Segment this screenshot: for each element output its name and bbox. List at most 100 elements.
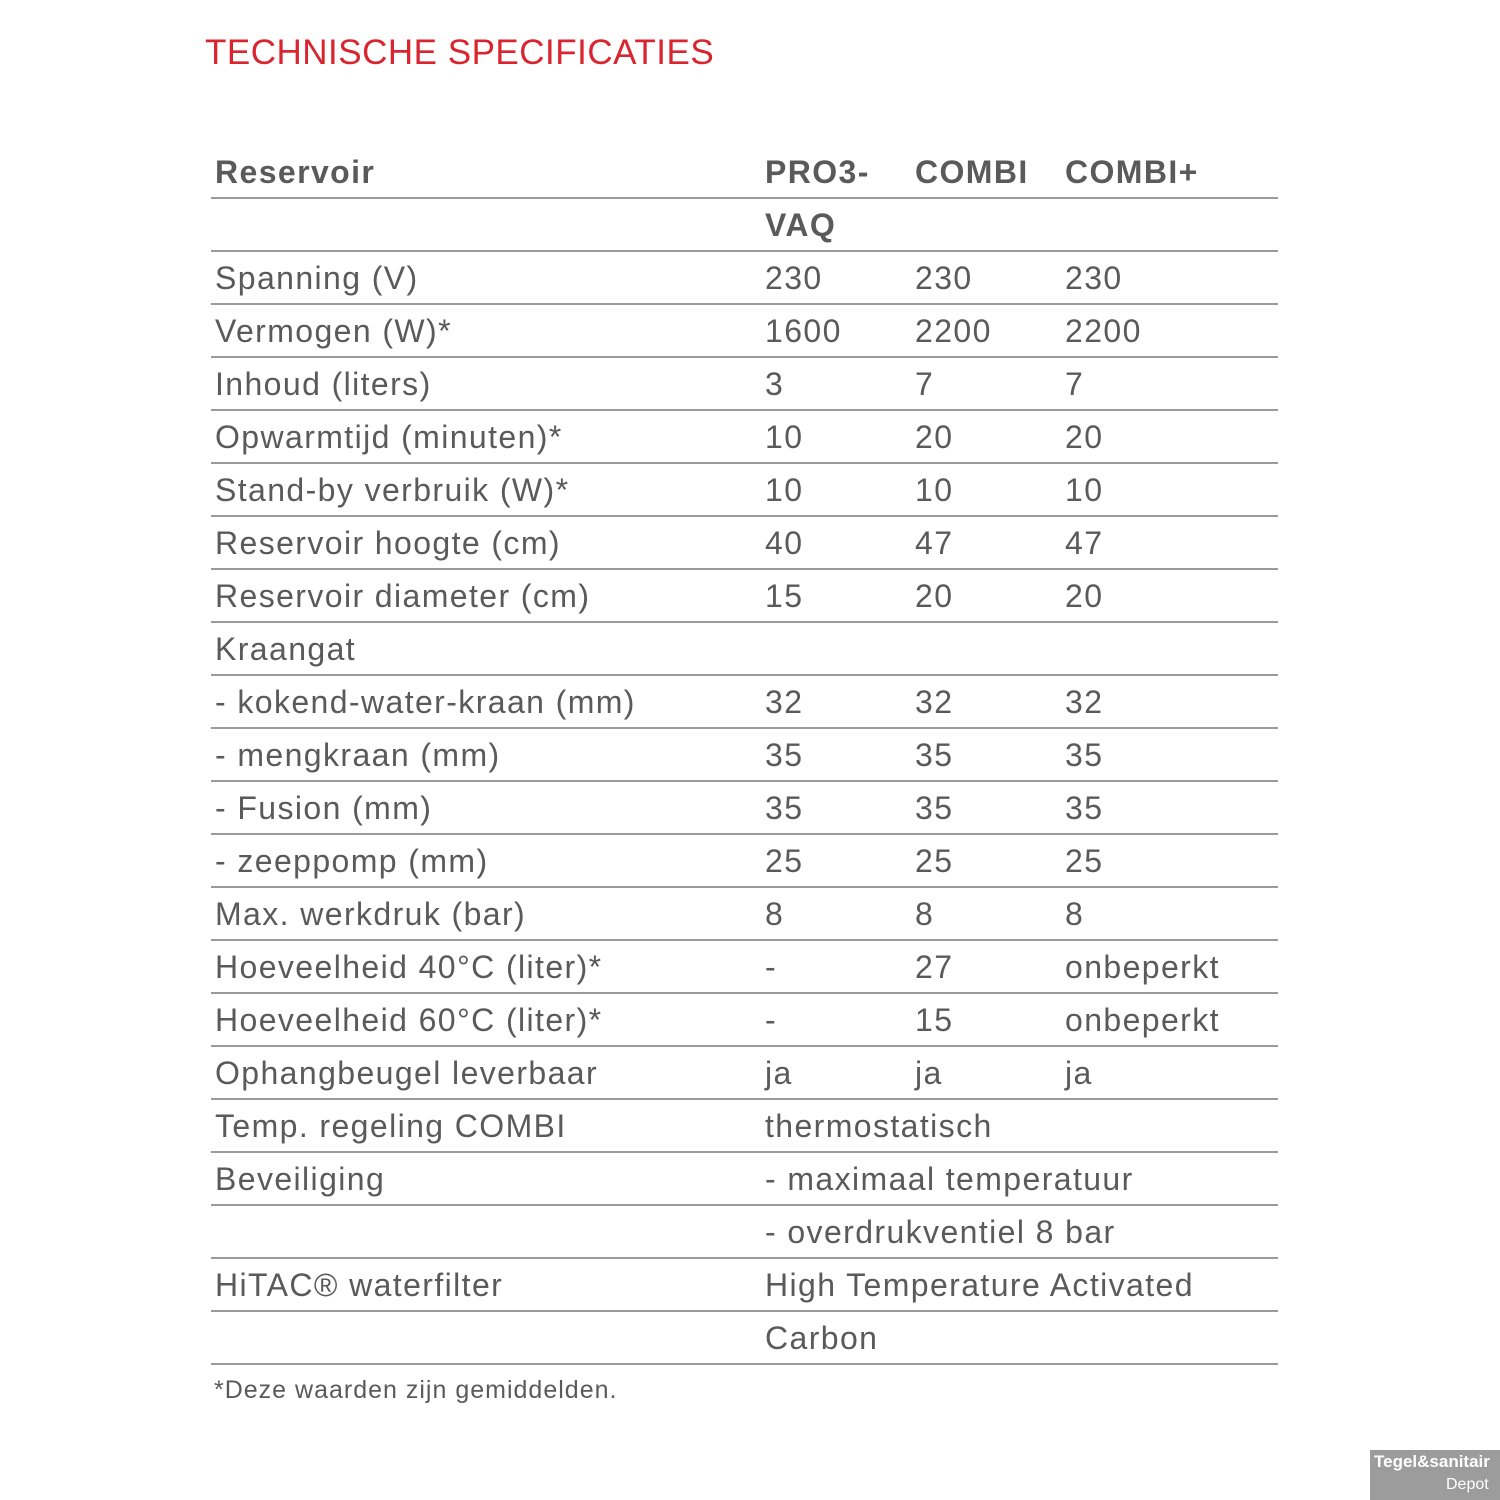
cell: 32 bbox=[1065, 684, 1104, 720]
header-cell: COMBI bbox=[915, 154, 1029, 190]
row-label: Spanning (V) bbox=[215, 260, 419, 296]
watermark-sub: Depot bbox=[1446, 1476, 1489, 1493]
cell: 8 bbox=[915, 896, 935, 932]
cell: 35 bbox=[765, 790, 804, 826]
cell: 25 bbox=[915, 843, 954, 879]
row-label: Hoeveelheid 60°C (liter)* bbox=[215, 1002, 603, 1038]
header-cell: Reservoir bbox=[215, 154, 376, 190]
row-label: Temp. regeling COMBI bbox=[215, 1108, 567, 1144]
row-label: Vermogen (W)* bbox=[215, 313, 452, 349]
cell: 2200 bbox=[1065, 313, 1142, 349]
table-row: - overdrukventiel 8 bar bbox=[211, 1206, 1278, 1259]
cell: 8 bbox=[1065, 896, 1085, 932]
row-label: Inhoud (liters) bbox=[215, 366, 432, 402]
watermark: Tegel&sanitair Depot bbox=[1370, 1450, 1500, 1500]
cell: - bbox=[765, 949, 778, 985]
row-label: Max. werkdruk (bar) bbox=[215, 896, 527, 932]
cell: 230 bbox=[765, 260, 823, 296]
cell: 230 bbox=[915, 260, 973, 296]
table-row: Beveiliging - maximaal temperatuur bbox=[211, 1153, 1278, 1206]
cell: 230 bbox=[1065, 260, 1123, 296]
row-label: Stand-by verbruik (W)* bbox=[215, 472, 570, 508]
cell: 3 bbox=[765, 366, 785, 402]
cell: 32 bbox=[765, 684, 804, 720]
cell: 10 bbox=[1065, 472, 1104, 508]
cell: 27 bbox=[915, 949, 954, 985]
cell: 40 bbox=[765, 525, 804, 561]
header-cell: PRO3-VAQ bbox=[765, 154, 870, 243]
cell: 1600 bbox=[765, 313, 842, 349]
table-row: Reservoir hoogte (cm) 40 47 47 bbox=[211, 517, 1278, 570]
row-label: Kraangat bbox=[215, 631, 357, 667]
table-row: Temp. regeling COMBI thermostatisch bbox=[211, 1100, 1278, 1153]
row-label: Ophangbeugel leverbaar bbox=[215, 1055, 599, 1091]
header-row: Reservoir PRO3-VAQ COMBI COMBI+ bbox=[211, 146, 1278, 252]
table-row: Stand-by verbruik (W)* 10 10 10 bbox=[211, 464, 1278, 517]
cell: 35 bbox=[915, 790, 954, 826]
cell-span: - maximaal temperatuur bbox=[765, 1161, 1134, 1197]
table-row: Hoeveelheid 40°C (liter)* - 27 onbeperkt bbox=[211, 941, 1278, 994]
spec-table: Reservoir PRO3-VAQ COMBI COMBI+ Spanning (V)… bbox=[211, 146, 1278, 1365]
cell: onbeperkt bbox=[1065, 1002, 1220, 1038]
cell: 25 bbox=[765, 843, 804, 879]
table-row: Inhoud (liters) 3 7 7 bbox=[211, 358, 1278, 411]
table-row: - zeeppomp (mm) 25 25 25 bbox=[211, 835, 1278, 888]
cell: 10 bbox=[765, 419, 804, 455]
row-label: Opwarmtijd (minuten)* bbox=[215, 419, 563, 455]
cell: 47 bbox=[1065, 525, 1104, 561]
row-label: Reservoir hoogte (cm) bbox=[215, 525, 561, 561]
row-label: - Fusion (mm) bbox=[215, 790, 433, 826]
table-row: - kokend-water-kraan (mm) 32 32 32 bbox=[211, 676, 1278, 729]
cell: - bbox=[765, 1002, 778, 1038]
cell: 35 bbox=[1065, 790, 1104, 826]
cell: 20 bbox=[1065, 419, 1104, 455]
table-row: Kraangat bbox=[211, 623, 1278, 676]
cell: 35 bbox=[765, 737, 804, 773]
cell: 15 bbox=[765, 578, 804, 614]
cell: 10 bbox=[915, 472, 954, 508]
table-row: Opwarmtijd (minuten)* 10 20 20 bbox=[211, 411, 1278, 464]
row-label bbox=[211, 1206, 765, 1259]
cell: 20 bbox=[1065, 578, 1104, 614]
cell: ja bbox=[915, 1055, 943, 1091]
table-row: - mengkraan (mm) 35 35 35 bbox=[211, 729, 1278, 782]
row-label: - kokend-water-kraan (mm) bbox=[215, 684, 636, 720]
watermark-brand: Tegel&sanitair bbox=[1374, 1452, 1490, 1471]
header-cell: COMBI+ bbox=[1065, 154, 1199, 190]
cell: 20 bbox=[915, 578, 954, 614]
cell-span: High Temperature Activated Carbon bbox=[765, 1267, 1194, 1356]
cell: 2200 bbox=[915, 313, 992, 349]
footnote: *Deze waarden zijn gemiddelden. bbox=[214, 1376, 618, 1404]
cell: 15 bbox=[915, 1002, 954, 1038]
cell: 10 bbox=[765, 472, 804, 508]
cell: 7 bbox=[915, 366, 935, 402]
title: TECHNISCHE SPECIFICATIES bbox=[205, 33, 715, 72]
cell-span: - overdrukventiel 8 bar bbox=[765, 1214, 1116, 1250]
cell: 35 bbox=[915, 737, 954, 773]
cell: ja bbox=[765, 1055, 793, 1091]
table-row: Hoeveelheid 60°C (liter)* - 15 onbeperkt bbox=[211, 994, 1278, 1047]
table-row: HiTAC® waterfilter High Temperature Activ… bbox=[211, 1259, 1278, 1365]
table-row: Max. werkdruk (bar) 8 8 8 bbox=[211, 888, 1278, 941]
cell-span: thermostatisch bbox=[765, 1108, 993, 1144]
cell: 7 bbox=[1065, 366, 1085, 402]
cell: onbeperkt bbox=[1065, 949, 1220, 985]
row-label: Hoeveelheid 40°C (liter)* bbox=[215, 949, 603, 985]
table-row: Spanning (V) 230 230 230 bbox=[211, 252, 1278, 305]
cell: 32 bbox=[915, 684, 954, 720]
row-label: - zeeppomp (mm) bbox=[215, 843, 489, 879]
row-label: - mengkraan (mm) bbox=[215, 737, 501, 773]
cell: 25 bbox=[1065, 843, 1104, 879]
table-row: Vermogen (W)* 1600 2200 2200 bbox=[211, 305, 1278, 358]
row-label: HiTAC® waterfilter bbox=[215, 1267, 504, 1303]
table-row: Ophangbeugel leverbaar ja ja ja bbox=[211, 1047, 1278, 1100]
table-row: Reservoir diameter (cm) 15 20 20 bbox=[211, 570, 1278, 623]
cell: 35 bbox=[1065, 737, 1104, 773]
table-row: - Fusion (mm) 35 35 35 bbox=[211, 782, 1278, 835]
row-label: Reservoir diameter (cm) bbox=[215, 578, 591, 614]
cell: ja bbox=[1065, 1055, 1093, 1091]
cell: 20 bbox=[915, 419, 954, 455]
row-label: Beveiliging bbox=[215, 1161, 386, 1197]
cell: 8 bbox=[765, 896, 785, 932]
